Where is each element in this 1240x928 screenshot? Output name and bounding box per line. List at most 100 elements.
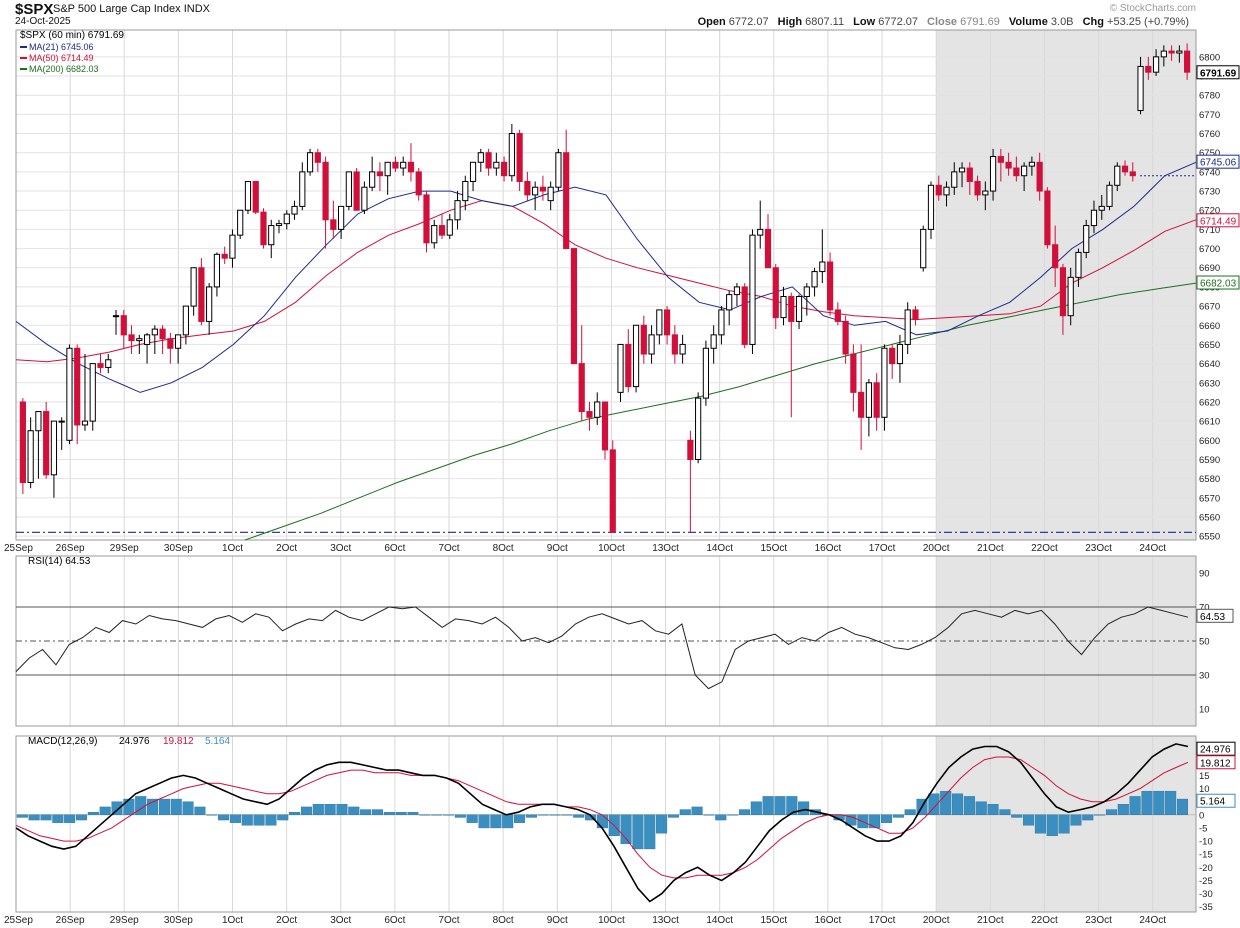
histogram-bar: [1165, 790, 1177, 816]
candle-body: [306, 152, 314, 173]
histogram-bar: [478, 814, 490, 829]
histogram-bar: [395, 811, 407, 816]
x-tick-label-macd: 26Sep: [56, 915, 85, 926]
candle-body: [1075, 251, 1082, 278]
candle-body: [454, 200, 461, 221]
x-tick-label: 7Oct: [438, 543, 459, 554]
rsi-tick-label: 70: [1199, 603, 1210, 614]
histogram-bar: [525, 814, 537, 818]
candle-body: [819, 261, 826, 273]
candle-body: [35, 411, 42, 432]
price-tick-label: 6610: [1199, 417, 1220, 428]
candle-body: [229, 234, 236, 259]
candle-body: [951, 171, 958, 188]
x-tick-label: 21Oct: [977, 543, 1004, 554]
candle-body: [850, 353, 857, 393]
candle-body: [1176, 50, 1183, 54]
rsi-tick-label: 90: [1199, 569, 1210, 580]
candle-body: [772, 267, 779, 319]
histogram-bar: [99, 806, 111, 816]
price-tick-label: 6770: [1199, 110, 1220, 121]
candle-body: [826, 261, 834, 311]
candle-body: [338, 205, 345, 230]
histogram-bar: [892, 814, 904, 818]
histogram-bar: [431, 814, 443, 816]
histogram-bar: [360, 809, 372, 816]
candle-body: [889, 347, 896, 365]
candle-body: [795, 296, 803, 322]
stockcharts-logo: © StockCharts.com: [1109, 3, 1196, 14]
candle-body: [369, 171, 376, 188]
candle-body: [493, 161, 500, 169]
histogram-bar: [537, 814, 549, 816]
histogram-bar: [1046, 814, 1058, 837]
candle-body: [904, 309, 911, 345]
histogram-value: 5.164: [205, 736, 230, 747]
signal-value: 19.812: [163, 736, 194, 747]
candle-body: [508, 133, 515, 177]
x-tick-label: 22Oct: [1031, 543, 1058, 554]
candle-body: [345, 171, 352, 207]
candle-body: [81, 420, 89, 426]
candle-body: [532, 186, 539, 196]
histogram-bar: [490, 814, 502, 829]
price-tick-label: 6740: [1199, 167, 1220, 178]
rsi-value-box: [1196, 608, 1234, 623]
index-name: S&P 500 Large Cap Index INDX: [53, 3, 210, 15]
candle-body: [563, 152, 570, 250]
candle-body: [291, 205, 298, 215]
rsi-tick-label: 50: [1199, 637, 1210, 648]
histogram-bar: [1034, 814, 1046, 834]
candle-body: [392, 161, 399, 169]
histogram-bar: [170, 798, 182, 816]
price-tick-label: 6640: [1199, 359, 1220, 370]
histogram-bar: [1094, 814, 1106, 816]
x-tick-label: 3Oct: [330, 543, 351, 554]
histogram-bar: [277, 814, 289, 821]
x-tick-label-macd: 29Sep: [110, 915, 139, 926]
histogram-bar: [419, 814, 431, 816]
x-tick-label: 25Sep: [4, 543, 33, 554]
candle-body: [1121, 165, 1129, 173]
macd-tick-label: -30: [1199, 889, 1213, 900]
candle-body: [384, 161, 391, 177]
histogram-bar: [289, 811, 301, 816]
histogram-value-label: 5.164: [1200, 797, 1225, 808]
candle-body: [1036, 161, 1043, 192]
rsi-tick-label: 10: [1199, 705, 1210, 716]
histogram-bar: [1082, 814, 1094, 821]
candle-body: [625, 343, 632, 388]
histogram-bar: [40, 814, 52, 821]
candle-body: [213, 253, 221, 288]
candle-body: [609, 449, 616, 533]
histogram-bar: [371, 809, 383, 816]
histogram-bar: [940, 790, 952, 816]
price-tick-label: 6800: [1199, 52, 1220, 63]
candle-body: [1028, 161, 1035, 167]
candle-body: [89, 363, 96, 422]
x-tick-label: 15Oct: [760, 543, 787, 554]
candle-body: [757, 228, 764, 236]
macd-value-label: 24.976: [1200, 745, 1231, 756]
x-tick-label: 2Oct: [276, 543, 297, 554]
x-tick-label: 30Sep: [164, 543, 193, 554]
x-tick-label: 16Oct: [815, 543, 842, 554]
candle-body: [982, 190, 989, 196]
chart-header: $SPX S&P 500 Large Cap Index INDX 24-Oct…: [0, 0, 1240, 30]
histogram-bar: [703, 814, 715, 816]
panel-frame-2: [15, 735, 1197, 913]
legend-ma200: MA(200) 6682.03: [29, 64, 99, 74]
candle-body: [555, 152, 562, 188]
symbol-title: $SPX: [15, 1, 54, 18]
x-tick-label-macd: 9Oct: [547, 915, 568, 926]
x-tick-label-macd: 22Oct: [1031, 915, 1058, 926]
candle-body: [1059, 267, 1067, 317]
histogram-bar: [1117, 804, 1129, 816]
histogram-bar: [241, 814, 253, 826]
candle-body: [151, 328, 158, 336]
histogram-bar: [715, 814, 727, 821]
histogram-bar: [135, 796, 147, 816]
macd-tick-label: -25: [1199, 876, 1213, 887]
histogram-bar: [182, 801, 194, 816]
histogram-bar: [869, 814, 881, 829]
